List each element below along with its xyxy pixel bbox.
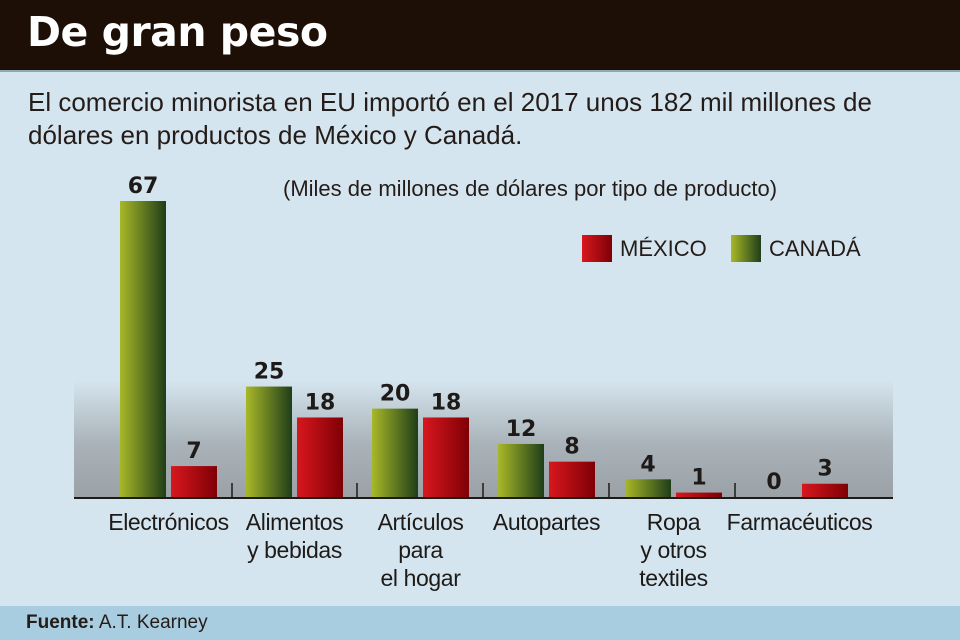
footer-bar: Fuente: A.T. Kearney: [0, 606, 960, 640]
data-label-mexico-4: 1: [691, 466, 706, 491]
header-divider: [0, 70, 960, 72]
legend-item-mexico: MÉXICO: [582, 235, 707, 262]
data-label-canada-4: 4: [640, 452, 655, 477]
category-label-4: Ropa y otros textiles: [639, 509, 708, 591]
category-label-0: Electrónicos: [108, 509, 229, 535]
bar-canada-2: [372, 408, 418, 497]
header-bar: De gran peso: [0, 0, 960, 70]
data-label-canada-2: 20: [380, 382, 411, 407]
data-label-canada-1: 25: [254, 360, 285, 385]
chart-description: El comercio minorista en EU importó en e…: [28, 87, 872, 150]
bar-mexico-1: [297, 417, 343, 497]
bar-mexico-0: [171, 466, 217, 497]
bar-mexico-2: [423, 417, 469, 497]
bar-mexico-5: [802, 483, 848, 497]
legend-item-canada: CANADÁ: [731, 235, 861, 262]
bar-canada-1: [246, 386, 292, 497]
data-label-mexico-3: 8: [564, 435, 579, 460]
category-label-3: Autopartes: [492, 509, 601, 535]
data-label-mexico-0: 7: [186, 439, 201, 464]
legend-label-canada: CANADÁ: [769, 235, 861, 261]
data-label-canada-3: 12: [506, 417, 537, 442]
legend-swatch-canada: [731, 235, 761, 262]
category-label-1: Alimentos y bebidas: [245, 509, 344, 563]
data-label-canada-0: 67: [128, 174, 159, 199]
legend-swatch-mexico: [582, 235, 612, 262]
source-label: Fuente:: [26, 612, 95, 633]
data-label-mexico-2: 18: [431, 390, 462, 415]
legend-label-mexico: MÉXICO: [620, 235, 707, 261]
data-label-canada-5: 0: [766, 470, 781, 495]
chart-title: De gran peso: [27, 8, 328, 56]
bar-mexico-3: [549, 461, 595, 497]
bar-mexico-4: [676, 492, 722, 497]
source-note: Fuente: A.T. Kearney: [26, 612, 208, 634]
category-label-5: Farmacéuticos: [726, 509, 873, 535]
bar-canada-0: [120, 201, 166, 497]
data-label-mexico-1: 18: [305, 390, 336, 415]
units-label: (Miles de millones de dólares por tipo d…: [283, 176, 778, 201]
source-value: A.T. Kearney: [98, 612, 208, 633]
data-label-mexico-5: 3: [817, 457, 832, 482]
category-label-2: Artículos para el hogar: [377, 509, 464, 591]
bar-canada-4: [625, 479, 671, 497]
bar-canada-3: [498, 443, 544, 497]
